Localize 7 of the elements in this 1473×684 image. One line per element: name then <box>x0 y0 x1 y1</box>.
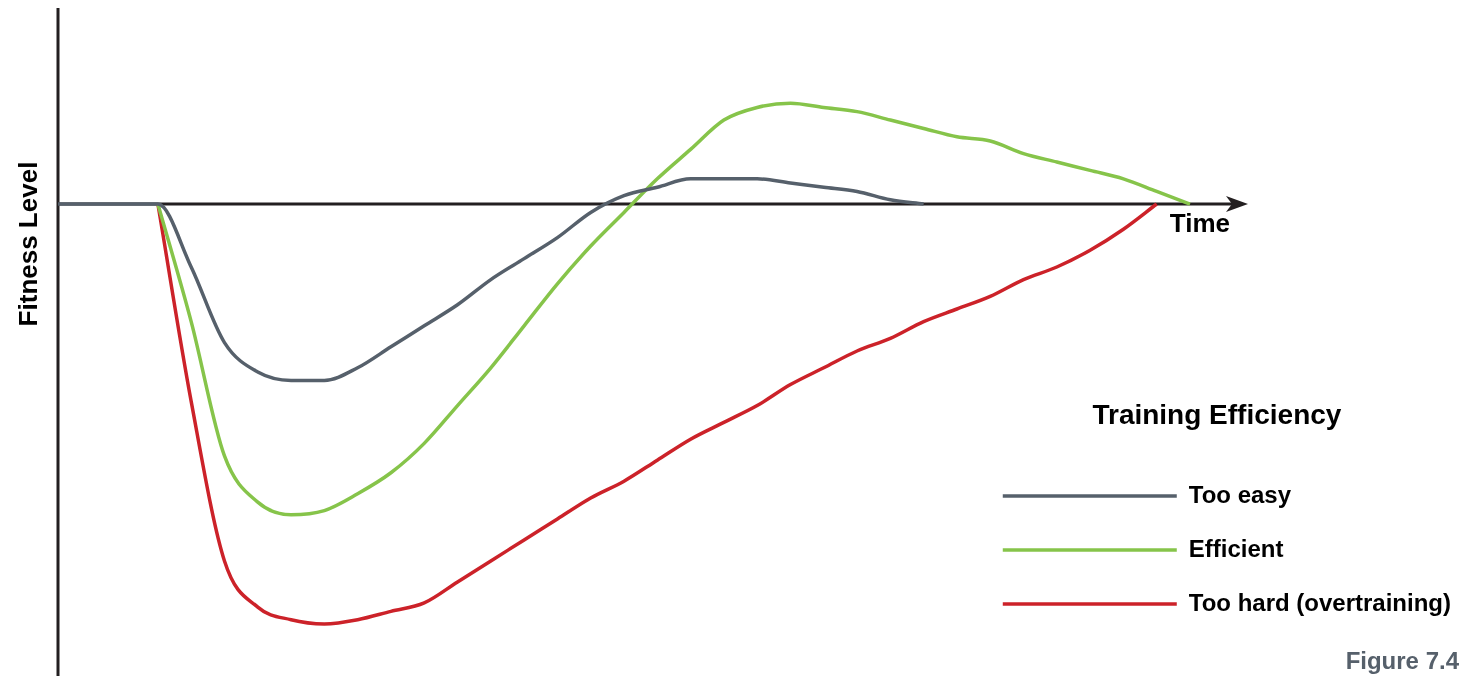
text: Too hard (overtraining) <box>1188 588 1451 616</box>
x-axis-title: Time <box>1169 208 1230 239</box>
text: Efficient <box>1188 534 1284 562</box>
y-axis-title: Fitness Level <box>13 161 44 327</box>
caption: Figure 7.4 <box>1345 646 1460 674</box>
legend-title: Training Efficiency <box>1092 399 1342 431</box>
text: Too easy <box>1188 480 1292 508</box>
